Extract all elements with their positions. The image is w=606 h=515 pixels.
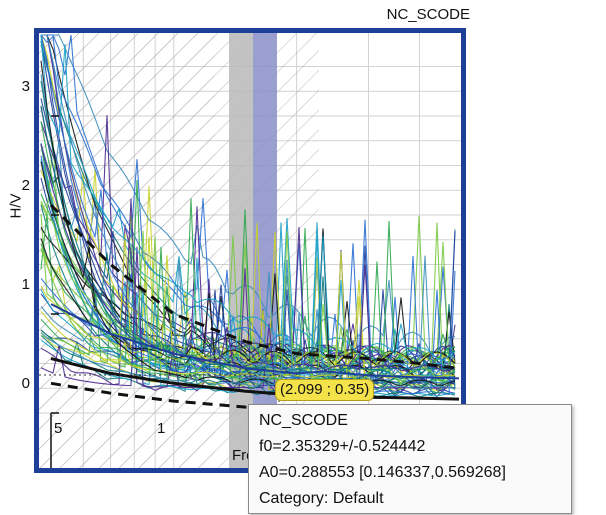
y-tick-label: 0 <box>21 375 30 392</box>
f0-band-blue <box>253 33 277 468</box>
hv-curve <box>40 214 456 370</box>
plot-title: NC_SCODE <box>386 6 470 23</box>
tooltip: NC_SCODE f0=2.35329+/-0.524442 A0=0.2885… <box>248 404 572 514</box>
y-tick-label: 3 <box>21 78 30 95</box>
hv-curve <box>40 144 456 372</box>
y-tick-label: 1 <box>21 276 30 293</box>
hv-curve <box>40 213 456 373</box>
axes-ticks <box>50 115 59 468</box>
hv-curve <box>40 236 456 384</box>
hv-curve <box>40 105 456 380</box>
series-line <box>49 204 460 370</box>
hv-curve <box>40 34 456 362</box>
y-tick-label: 2 <box>21 177 30 194</box>
x-tick-label: 5 <box>54 420 63 437</box>
plot-canvas[interactable] <box>39 33 461 468</box>
hv-curve <box>40 234 456 368</box>
hv-curve <box>40 251 455 379</box>
curve-bundle <box>40 34 456 398</box>
hv-curve <box>40 259 456 390</box>
tooltip-a0: A0=0.288553 [0.146337,0.569268] <box>259 464 506 481</box>
y-axis-label: H/V <box>7 193 25 219</box>
tooltip-category: Category: Default <box>259 490 384 507</box>
plot-area[interactable] <box>34 28 466 473</box>
cursor-readout: (2.099 ; 0.35) <box>275 379 375 401</box>
f0-band-gray <box>229 33 253 468</box>
x-tick-label: 1 <box>157 420 166 437</box>
hv-curve <box>40 34 456 391</box>
tooltip-name: NC_SCODE <box>259 412 348 429</box>
hv-curve <box>40 80 456 371</box>
series-line <box>50 303 460 380</box>
tooltip-f0: f0=2.35329+/-0.524442 <box>259 438 426 455</box>
